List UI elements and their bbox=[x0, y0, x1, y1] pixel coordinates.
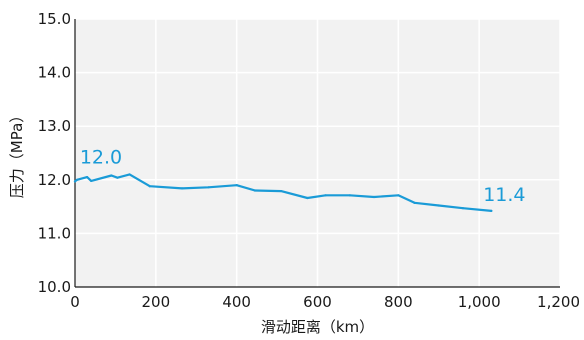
series-0-point-21 bbox=[490, 209, 493, 212]
y-tick-label-2: 12.0 bbox=[38, 171, 71, 189]
y-tick-label-4: 14.0 bbox=[38, 64, 71, 82]
series-0-point-11 bbox=[253, 189, 256, 192]
series-0-point-2 bbox=[86, 176, 89, 179]
series-0-point-8 bbox=[181, 187, 184, 190]
x-tick-label-2: 400 bbox=[222, 293, 251, 311]
series-0-point-5 bbox=[116, 176, 119, 179]
series-0-point-13 bbox=[306, 196, 309, 200]
axes bbox=[74, 19, 560, 288]
y-tick-label-0: 10.0 bbox=[38, 278, 71, 296]
data-labels: 12.0 11.4 bbox=[80, 147, 526, 207]
series-0-point-3 bbox=[90, 179, 93, 182]
x-axis-label: 滑动距离（km） bbox=[261, 318, 374, 336]
x-tick-label-5: 1,000 bbox=[458, 293, 501, 311]
x-tick-labels: 0 200 400 600 800 1,000 1,200 bbox=[70, 293, 580, 311]
series-lines bbox=[73, 173, 493, 212]
series-0-point-0 bbox=[73, 180, 77, 183]
series-0-point-1 bbox=[75, 178, 79, 181]
series-0-point-17 bbox=[397, 194, 400, 197]
grid-lines bbox=[75, 18, 561, 287]
y-tick-label-5: 15.0 bbox=[38, 10, 71, 28]
series-0-point-18 bbox=[413, 201, 416, 204]
series-0-point-9 bbox=[207, 186, 210, 189]
series-0-point-14 bbox=[324, 194, 327, 197]
series-0-point-16 bbox=[372, 195, 376, 199]
series-0-point-12 bbox=[280, 189, 283, 193]
y-tick-label-1: 11.0 bbox=[38, 224, 71, 242]
data-label-0: 12.0 bbox=[80, 147, 122, 169]
y-tick-label-3: 13.0 bbox=[38, 117, 71, 135]
series-0-point-4 bbox=[110, 174, 113, 177]
series-line-0 bbox=[73, 173, 493, 212]
x-tick-label-0: 0 bbox=[70, 293, 80, 311]
x-tick-label-6: 1,200 bbox=[537, 293, 580, 311]
x-tick-label-4: 800 bbox=[384, 293, 413, 311]
y-axis-label: 压力（MPa） bbox=[8, 108, 26, 199]
series-0-point-20 bbox=[461, 207, 465, 210]
y-tick-labels: 10.0 11.0 12.0 13.0 14.0 15.0 bbox=[38, 10, 71, 296]
series-0-point-10 bbox=[235, 184, 238, 187]
series-0-point-19 bbox=[437, 204, 440, 207]
series-0-point-6 bbox=[128, 173, 131, 176]
data-label-1: 11.4 bbox=[483, 184, 525, 206]
x-tick-label-3: 600 bbox=[303, 293, 332, 311]
series-0-point-15 bbox=[348, 194, 351, 197]
x-tick-label-1: 200 bbox=[142, 293, 171, 311]
series-0-point-7 bbox=[148, 185, 151, 188]
